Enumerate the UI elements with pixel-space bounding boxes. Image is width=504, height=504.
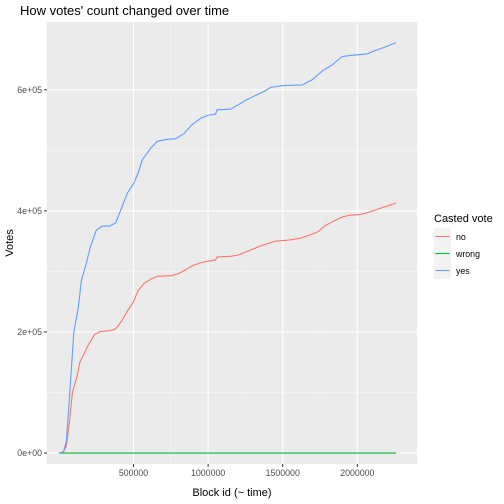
x-tick-label: 500000 [119,468,148,478]
y-tick-label: 4e+05 [17,206,42,216]
x-tick-label: 2000000 [340,468,374,478]
plot-panel [47,22,417,464]
legend-entries: no wrong yes [434,228,480,279]
y-axis: 0e+00 2e+05 4e+05 6e+05 [17,85,47,458]
legend-title: Casted vote [434,213,493,225]
x-tick-label: 1000000 [191,468,225,478]
legend-label-wrong: wrong [455,249,480,259]
legend-label-no: no [456,232,466,242]
x-axis-title: Block id (~ time) [192,487,271,499]
x-axis: 500000 1000000 1500000 2000000 [119,464,375,478]
legend-label-yes: yes [456,266,470,276]
y-tick-label: 2e+05 [17,327,42,337]
legend: Casted vote no wrong yes [434,213,493,279]
y-axis-title: Votes [4,229,16,257]
y-tick-label: 6e+05 [17,85,42,95]
x-tick-label: 1500000 [266,468,300,478]
y-tick-label: 0e+00 [17,448,42,458]
chart-title: How votes' count changed over time [20,3,229,18]
